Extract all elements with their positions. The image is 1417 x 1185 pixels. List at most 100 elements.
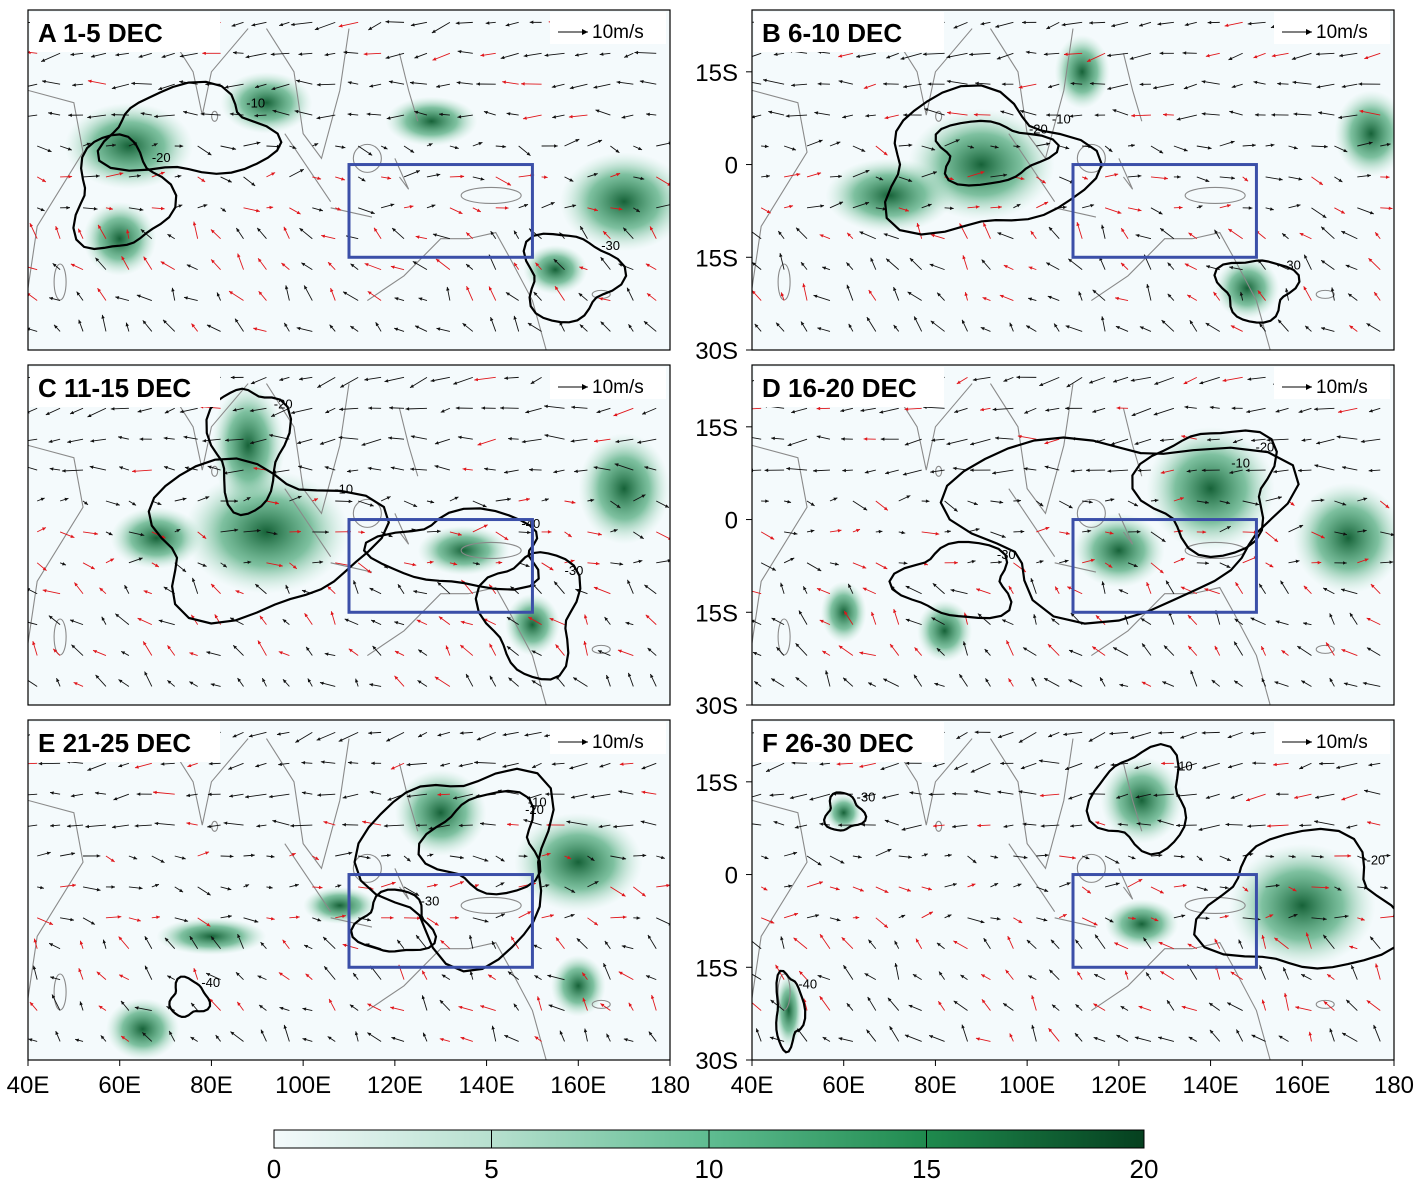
vector-arrowhead [863,506,868,511]
vector-arrowhead [798,610,803,615]
vector-arrowhead [1230,140,1235,145]
vector-arrowhead [453,796,458,800]
vector-arrowhead [237,677,242,682]
panel-label: D 16-20 DEC [762,373,917,403]
vector-arrowhead [390,203,395,207]
vector-arrowhead [1087,529,1092,533]
vector-arrowhead [390,1006,395,1010]
vector-arrowhead [171,287,175,292]
vector-arrowhead [909,791,914,795]
vector-arrowhead [56,678,60,683]
vector-arrowhead [1201,468,1206,473]
vector-arrowhead [344,618,349,622]
panel-frame [27,9,671,351]
vector-arrowhead [119,466,124,470]
vector-arrowhead [1109,919,1114,923]
vector-arrowhead [883,506,888,511]
contour-line [362,507,540,591]
vector-arrowhead [616,172,621,177]
panel-label: B 6-10 DEC [762,18,902,48]
vector-arrowhead [324,52,329,57]
wind-vector [752,82,762,85]
vector-arrowhead [1039,382,1044,386]
vector-arrowhead [371,761,375,765]
vector-arrowhead [284,285,289,290]
vector-arrowhead [87,767,92,771]
vector-arrowhead [189,936,194,941]
vector-arrowhead [20,825,24,828]
vector-arrowhead [1076,222,1080,227]
vector-arrowhead [227,914,232,919]
vector-arrowhead [1136,530,1141,534]
vector-arrowhead [504,376,509,380]
ref-vector-label: 10m/s [592,732,644,753]
vector-arrowhead [1049,969,1054,974]
vector-arrowhead [94,531,99,536]
vector-arrowhead [953,507,958,512]
vector-arrowhead [32,641,36,646]
vector-arrowhead [1184,405,1189,409]
vector-arrowhead [907,291,912,296]
vector-arrowhead [833,497,838,501]
vector-arrowhead [1250,731,1255,736]
vector-arrowhead [187,763,192,768]
vector-arrowhead [1314,407,1318,411]
precip-anomaly-blob [550,954,606,1017]
vector-arrowhead [48,615,53,620]
vector-arrowhead [1305,325,1309,330]
vector-arrowhead [353,972,357,977]
vector-arrowhead [132,501,137,506]
vector-arrowhead [1283,992,1288,997]
vector-arrowhead [324,466,329,470]
vector-arrowhead [771,678,776,682]
vector-arrowhead [500,55,505,60]
vector-arrowhead [982,297,987,301]
colorbar-tick-label: 5 [484,1154,498,1184]
vector-arrowhead [78,319,82,324]
wind-vector [28,793,38,796]
vector-arrowhead [255,584,260,588]
vector-arrowhead [523,53,528,58]
vector-arrowhead [615,149,620,153]
vector-arrowhead [640,820,645,824]
vector-arrowhead [1095,821,1100,825]
vector-arrowhead [354,1031,359,1036]
vector-arrowhead [437,792,442,797]
vector-arrowhead [389,406,393,410]
vector-arrowhead [859,888,864,892]
vector-arrowhead [893,609,897,613]
vector-arrowhead [606,1033,610,1038]
vector-arrowhead [766,174,770,179]
vector-arrowhead [1296,204,1301,208]
vector-arrowhead [525,563,530,568]
vector-arrowhead [504,536,509,541]
vector-arrowhead [291,853,296,857]
vector-arrowhead [590,498,595,503]
vector-arrowhead [1045,526,1050,531]
vector-arrowhead [616,504,621,508]
vector-arrowhead [578,293,583,297]
vector-arrowhead [307,678,312,683]
vector-arrowhead [1100,677,1104,682]
vector-arrowhead [1318,111,1323,115]
vector-arrowhead [866,317,871,322]
vector-arrowhead [346,469,351,473]
vector-arrowhead [1234,641,1238,646]
vector-arrowhead [269,205,274,210]
precip-anomaly-blob [825,794,863,832]
vector-arrowhead [962,255,966,260]
vector-arrowhead [70,534,75,538]
vector-arrowhead [1007,936,1011,941]
vector-arrowhead [889,1026,893,1031]
vector-arrowhead [390,466,395,470]
contour-line [522,232,628,324]
vector-arrowhead [780,582,784,587]
vector-arrowhead [1385,175,1390,179]
vector-arrowhead [836,141,841,145]
vector-arrowhead [1121,228,1125,233]
vector-arrowhead [1025,50,1030,55]
contour-line [1085,742,1188,856]
vector-arrowhead [1111,23,1116,28]
contour-label: -30 [857,790,876,805]
vector-arrowhead [340,177,345,181]
